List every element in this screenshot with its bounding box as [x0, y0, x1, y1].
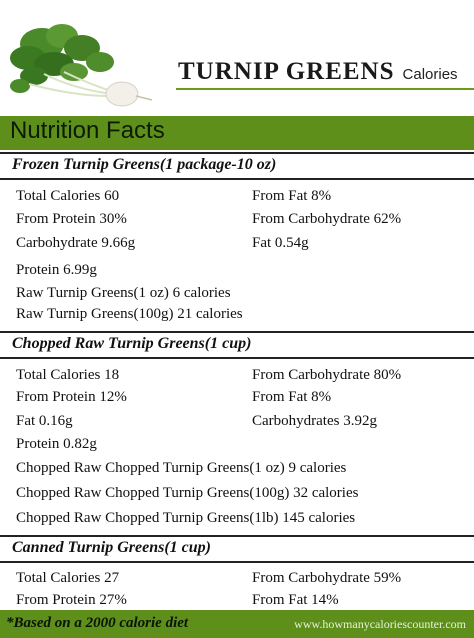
fact-right: From Carbohydrate 80%	[252, 367, 402, 383]
section-heading-chopped-raw: Chopped Raw Turnip Greens(1 cup)	[0, 331, 474, 359]
title-underline	[176, 88, 474, 90]
section-heading-text: Frozen Turnip Greens(1 package-10 oz)	[12, 156, 277, 173]
fact-left: Fat 0.16g	[16, 413, 73, 429]
fact-left: Chopped Raw Chopped Turnip Greens(1lb) 1…	[16, 510, 356, 526]
section-heading-canned: Canned Turnip Greens(1 cup)	[0, 535, 474, 563]
fact-right: Fat 0.54g	[252, 235, 309, 251]
title-main: TURNIP GREENS	[178, 58, 395, 85]
fact-left: Chopped Raw Chopped Turnip Greens(100g) …	[16, 485, 359, 501]
fact-right: From Fat 8%	[252, 389, 332, 405]
nutrition-facts-label: Nutrition Facts	[10, 117, 165, 144]
footer-site: www.howmanycaloriescounter.com	[294, 617, 466, 631]
section-heading-text: Canned Turnip Greens(1 cup)	[12, 539, 211, 556]
fact-left: Protein 6.99g	[16, 262, 97, 278]
nutrition-facts-bar	[0, 116, 474, 150]
fact-right: From Carbohydrate 59%	[252, 570, 402, 586]
header: TURNIP GREENS Calories	[0, 0, 474, 112]
page-title: TURNIP GREENS Calories	[178, 58, 458, 86]
turnip-greens-image	[10, 24, 153, 107]
fact-right: From Fat 8%	[252, 188, 332, 204]
fact-left: From Protein 12%	[16, 389, 127, 405]
fact-left: Protein 0.82g	[16, 436, 97, 452]
fact-left: Carbohydrate 9.66g	[16, 235, 136, 251]
fact-right: From Fat 14%	[252, 592, 339, 608]
section-heading-frozen: Frozen Turnip Greens(1 package-10 oz)	[0, 152, 474, 180]
fact-left: Raw Turnip Greens(1 oz) 6 calories	[16, 285, 231, 301]
title-sub: Calories	[402, 66, 458, 83]
fact-left: Total Calories 60	[16, 188, 120, 204]
footer-bar: *Based on a 2000 calorie diet www.howman…	[0, 610, 474, 638]
section-heading-text: Chopped Raw Turnip Greens(1 cup)	[12, 335, 252, 352]
fact-left: From Protein 27%	[16, 592, 127, 608]
fact-left: From Protein 30%	[16, 211, 127, 227]
fact-right: From Carbohydrate 62%	[252, 211, 402, 227]
footer-note: *Based on a 2000 calorie diet	[6, 615, 189, 631]
fact-left: Total Calories 18	[16, 367, 120, 383]
fact-left: Raw Turnip Greens(100g) 21 calories	[16, 306, 243, 322]
fact-right: Carbohydrates 3.92g	[252, 413, 377, 429]
fact-left: Total Calories 27	[16, 570, 120, 586]
fact-left: Chopped Raw Chopped Turnip Greens(1 oz) …	[16, 460, 347, 476]
